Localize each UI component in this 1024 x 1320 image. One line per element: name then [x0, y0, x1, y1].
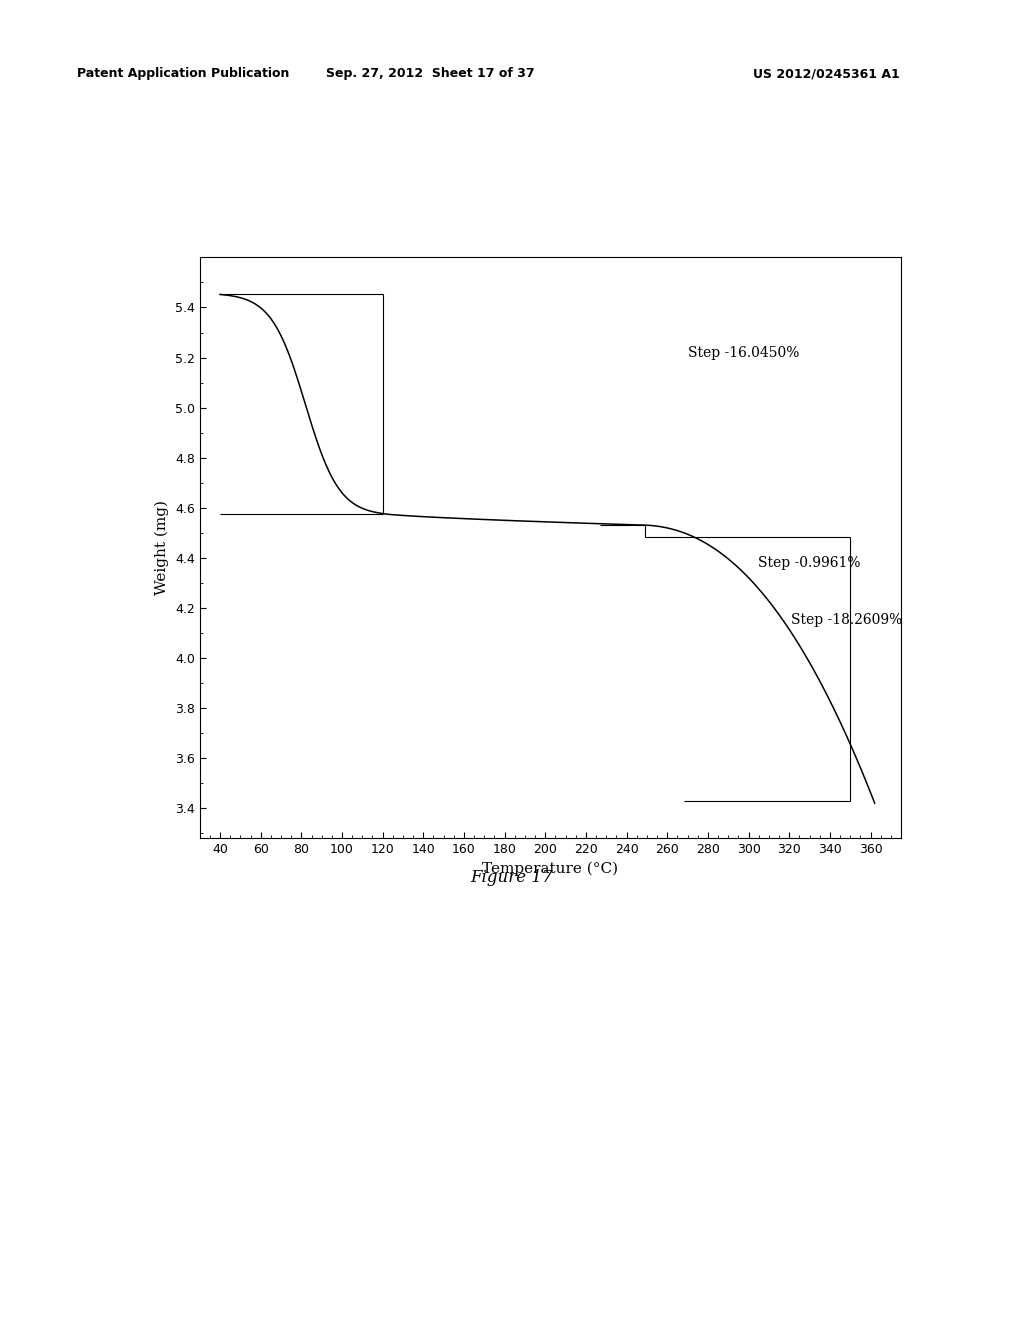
Text: Figure 17: Figure 17: [471, 869, 553, 886]
Y-axis label: Weight (mg): Weight (mg): [155, 500, 169, 595]
Text: Sep. 27, 2012  Sheet 17 of 37: Sep. 27, 2012 Sheet 17 of 37: [326, 67, 535, 81]
X-axis label: Temperature (°C): Temperature (°C): [482, 862, 618, 876]
Text: Step -16.0450%: Step -16.0450%: [688, 346, 799, 359]
Text: Step -18.2609%: Step -18.2609%: [791, 614, 902, 627]
Text: Patent Application Publication: Patent Application Publication: [77, 67, 289, 81]
Text: US 2012/0245361 A1: US 2012/0245361 A1: [753, 67, 899, 81]
Text: Step -0.9961%: Step -0.9961%: [759, 556, 861, 570]
